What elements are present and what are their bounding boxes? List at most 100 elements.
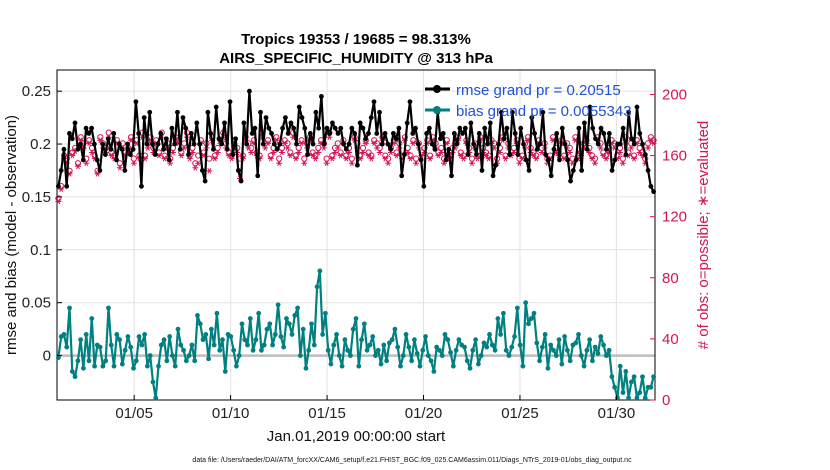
bias-point xyxy=(434,344,440,350)
rmse-point xyxy=(247,88,252,94)
rmse-point xyxy=(252,125,258,131)
rmse-point xyxy=(338,125,344,131)
bias-point xyxy=(297,353,303,358)
bias-point xyxy=(567,358,573,364)
bias-point xyxy=(514,305,520,311)
obs-evaluated-point xyxy=(485,155,492,162)
rmse-point xyxy=(379,141,385,147)
rmse-point xyxy=(91,141,97,147)
rmse-point xyxy=(631,141,637,147)
bias-point xyxy=(150,379,156,385)
bias-point xyxy=(186,353,192,358)
rmse-point xyxy=(330,120,335,126)
bias-point xyxy=(203,332,209,337)
obs-evaluated-point xyxy=(206,167,213,174)
obs-evaluated-point-stroke xyxy=(215,149,220,156)
rmse-point xyxy=(426,125,432,131)
y-tick-label: 0 xyxy=(43,348,51,365)
rmse-point xyxy=(155,141,161,147)
rmse-point xyxy=(269,131,274,136)
bias-point xyxy=(175,326,181,332)
rmse-point xyxy=(640,141,645,147)
rmse-point xyxy=(606,131,612,136)
footer-datafile: data file: /Users/raeder/DAI/ATM_forcXX/… xyxy=(192,457,632,464)
obs-evaluated-point xyxy=(365,152,372,159)
obs-evaluated-point-stroke xyxy=(266,140,270,147)
rmse-point xyxy=(521,141,526,147)
bias-point xyxy=(453,347,459,353)
rmse-point xyxy=(197,141,202,147)
rmse-point xyxy=(255,173,261,179)
bias-point xyxy=(592,344,598,350)
obs-evaluated-point xyxy=(161,155,168,162)
x-tick-label: 01/15 xyxy=(308,405,346,422)
rmse-point xyxy=(565,157,571,163)
rmse-point xyxy=(485,141,490,147)
bias-point xyxy=(264,326,270,332)
obs-evaluated-point-stroke xyxy=(246,145,251,151)
obs-evaluated-point-stroke xyxy=(193,164,198,171)
obs-evaluated-point-stroke xyxy=(444,140,449,147)
bias-point xyxy=(601,342,606,348)
obs-evaluated-point-stroke xyxy=(319,140,324,147)
bias-point xyxy=(628,379,634,385)
obs-evaluated-point-stroke xyxy=(168,160,173,167)
obs-evaluated-point-stroke xyxy=(293,155,298,162)
obs-evaluated-point xyxy=(298,140,305,147)
obs-evaluated-point-stroke xyxy=(503,155,508,162)
bias-point xyxy=(239,321,245,327)
bias-point xyxy=(331,342,337,348)
bias-point xyxy=(195,312,200,318)
y-tick-label: 0.1 xyxy=(30,242,51,259)
rmse-point xyxy=(557,157,562,163)
obs-evaluated-point-stroke xyxy=(361,149,365,156)
obs-evaluated-point-stroke xyxy=(587,149,592,156)
obs-evaluated-point-stroke xyxy=(145,145,150,151)
bias-point xyxy=(603,353,609,358)
obs-evaluated-point xyxy=(108,152,115,159)
obs-evaluated-point-stroke xyxy=(56,198,61,205)
obs-evaluated-point-stroke xyxy=(333,149,337,156)
bias-point xyxy=(578,353,584,358)
rmse-point xyxy=(144,141,150,147)
y-tick-label: 0.2 xyxy=(30,136,51,153)
bias-point xyxy=(545,365,551,371)
rmse-point xyxy=(651,189,657,195)
y-right-tick-label: 40 xyxy=(662,331,679,348)
rmse-point xyxy=(429,141,435,147)
obs-evaluated-point-stroke xyxy=(377,149,382,156)
rmse-point xyxy=(634,104,640,110)
bias-point xyxy=(89,316,95,321)
obs-evaluated-point xyxy=(192,164,199,171)
obs-evaluated-point-stroke xyxy=(162,155,167,162)
bias-point xyxy=(353,316,359,321)
bias-point xyxy=(462,344,467,350)
bias-point xyxy=(161,337,167,343)
rmse-point xyxy=(291,125,297,131)
rmse-point xyxy=(382,131,388,136)
rmse-point xyxy=(363,136,369,142)
obs-evaluated-point xyxy=(530,152,537,159)
bias-point xyxy=(648,384,654,390)
rmse-point xyxy=(559,125,565,131)
rmse-point xyxy=(368,115,374,120)
rmse-point xyxy=(119,146,125,152)
plot-frame xyxy=(56,69,656,401)
obs-evaluated-point xyxy=(371,140,378,147)
obs-evaluated-point xyxy=(619,160,626,167)
rmse-point xyxy=(130,146,136,152)
bias-point xyxy=(370,334,376,339)
obs-evaluated-point-stroke xyxy=(187,155,192,162)
y-right-tick-label: 200 xyxy=(662,86,687,103)
rmse-point xyxy=(415,141,421,147)
bias-point xyxy=(623,369,629,374)
rmse-point xyxy=(280,125,286,131)
obs-evaluated-point xyxy=(438,149,445,156)
obs-evaluated-point-stroke xyxy=(271,149,276,156)
rmse-point xyxy=(399,173,405,179)
obs-evaluated-point-stroke xyxy=(109,152,114,159)
bias-point xyxy=(245,342,250,348)
bias-point xyxy=(217,347,223,353)
obs-evaluated-point xyxy=(533,155,540,162)
bias-point xyxy=(417,363,423,369)
